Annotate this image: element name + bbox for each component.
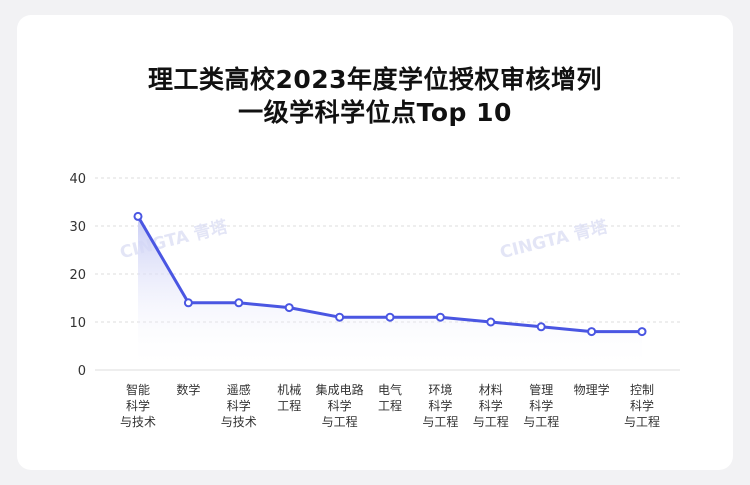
x-tick-label: 环境科学与工程: [422, 382, 458, 429]
data-point: [234, 298, 244, 308]
data-point: [183, 298, 193, 308]
data-point: [637, 327, 647, 337]
x-tick-label: 管理科学与工程: [523, 382, 559, 429]
x-tick-label: 遥感科学与技术: [221, 382, 257, 429]
y-tick-label: 40: [69, 172, 86, 187]
y-tick-label: 20: [69, 268, 86, 283]
data-point: [335, 312, 345, 322]
x-tick-label: 集成电路科学与工程: [316, 382, 364, 429]
data-point: [284, 303, 294, 313]
x-tick-label: 机械工程: [277, 382, 301, 413]
chart-title-line-1: 理工类高校2023年度学位授权审核增列: [147, 65, 603, 94]
chart-title-line-2: 一级学科学位点Top 10: [238, 98, 512, 127]
y-tick-label: 0: [78, 364, 86, 379]
x-tick-label: 智能科学与技术: [120, 382, 156, 429]
watermark-text: CINGTA 青塔: [118, 216, 231, 263]
data-point: [536, 322, 546, 332]
chart-card: [17, 15, 733, 470]
x-tick-label: 控制科学与工程: [624, 383, 660, 429]
y-tick-label: 10: [69, 316, 86, 331]
x-tick-label: 物理学: [574, 382, 610, 397]
y-tick-label: 30: [69, 220, 86, 235]
data-point: [486, 317, 496, 327]
x-tick-label: 材料科学与工程: [473, 383, 509, 429]
x-tick-label: 数学: [176, 382, 200, 397]
data-point: [587, 327, 597, 337]
data-point: [435, 312, 445, 322]
area-fill: [138, 216, 642, 370]
watermark-text: CINGTA 青塔: [498, 216, 611, 263]
x-tick-label: 电气工程: [378, 382, 402, 413]
data-point: [385, 312, 395, 322]
data-point: [133, 211, 143, 221]
